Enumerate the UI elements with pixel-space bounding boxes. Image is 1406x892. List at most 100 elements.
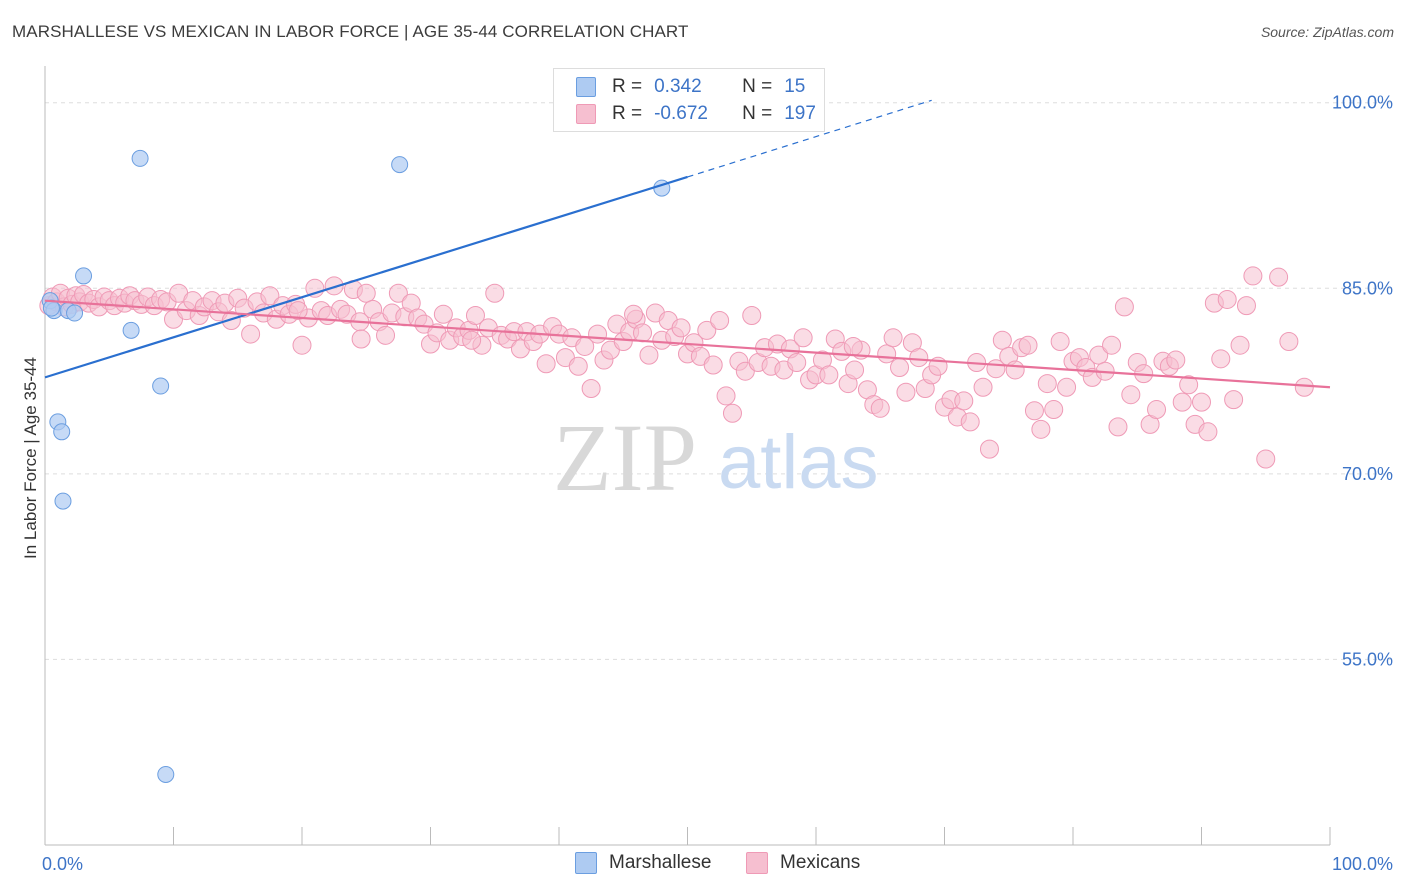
watermark: ZIP atlas — [553, 404, 879, 511]
r-label: R = — [612, 76, 643, 97]
x-tick-label: 0.0% — [42, 854, 83, 874]
mexicans-point — [979, 439, 999, 459]
mexicans-point — [1236, 296, 1256, 316]
mexicans-point — [722, 403, 742, 423]
mexicans-point — [909, 348, 929, 368]
mexicans-point — [588, 324, 608, 344]
mexicans-point — [288, 301, 308, 321]
mexicans-point — [324, 276, 344, 296]
mexicans-point — [1114, 297, 1134, 317]
marshallese-swatch — [576, 77, 596, 97]
chart-title: MARSHALLESE VS MEXICAN IN LABOR FORCE | … — [12, 22, 689, 41]
mexicans-point — [1230, 335, 1250, 355]
axes — [44, 66, 1331, 846]
mexicans-point — [883, 328, 903, 348]
trend-lines — [44, 99, 1331, 389]
mexicans-point — [388, 283, 408, 303]
mexicans-point — [793, 328, 813, 348]
marshallese-point — [157, 765, 175, 783]
marshallese-point — [53, 423, 71, 441]
legend-row-marshallese: R = 0.342 N = 15 — [576, 74, 805, 100]
mexicans-point — [241, 324, 261, 344]
mexicans-point — [1224, 390, 1244, 410]
marshallese-point — [75, 267, 93, 285]
y-tick-label: 55.0% — [1342, 649, 1393, 669]
mexicans-point — [356, 283, 376, 303]
mexicans-legend-swatch — [746, 852, 768, 874]
mexicans-point — [485, 283, 505, 303]
mexicans-point — [710, 310, 730, 330]
mexicans-point — [703, 355, 723, 375]
mexicans-point — [536, 354, 556, 374]
n-value: 197 — [784, 103, 816, 124]
mexicans-point — [1050, 332, 1070, 352]
mexicans-point — [633, 323, 653, 343]
mexicans-point — [568, 356, 588, 376]
mexicans-point — [465, 306, 485, 326]
mexicans-legend-label: Mexicans — [780, 852, 861, 873]
mexicans-point — [1279, 332, 1299, 352]
mexicans-point — [221, 310, 241, 330]
mexicans-trend-line — [44, 299, 1331, 389]
legend-row-mexicans: R = -0.672 N = 197 — [576, 101, 816, 127]
mexicans-point — [624, 304, 644, 324]
mexicans-point — [890, 357, 910, 377]
mexicans-point — [1005, 360, 1025, 380]
mexicans-point — [1121, 385, 1141, 405]
mexicans-point — [742, 306, 762, 326]
mexicans-point — [1057, 377, 1077, 397]
mexicans-point — [1211, 349, 1231, 369]
mexicans-point — [1294, 377, 1314, 397]
mexicans-point — [1269, 267, 1289, 287]
mexicans-point — [1172, 392, 1192, 412]
n-value: 15 — [784, 76, 806, 97]
mexicans-point — [376, 325, 396, 345]
mexicans-point — [896, 382, 916, 402]
source-label: Source: ZipAtlas.com — [1260, 24, 1394, 40]
mexicans-point — [992, 330, 1012, 350]
y-tick-label: 70.0% — [1342, 464, 1393, 484]
mexicans-point — [1166, 350, 1186, 370]
n-label: N = — [742, 76, 773, 97]
mexicans-point — [1037, 374, 1057, 394]
mexicans-swatch — [576, 104, 596, 124]
r-label: R = — [612, 103, 643, 124]
mexicans-point — [292, 335, 312, 355]
marshallese-point — [391, 156, 409, 174]
marshallese-point — [66, 304, 84, 322]
mexicans-point — [716, 386, 736, 406]
bottom-legend-marshallese: Marshallese — [575, 852, 711, 874]
mexicans-point — [697, 320, 717, 340]
mexicans-point — [843, 336, 863, 356]
y-tick-label: 85.0% — [1342, 278, 1393, 298]
x-tick-label: 100.0% — [1332, 854, 1393, 874]
mexicans-point — [1217, 289, 1237, 309]
watermark-atlas: atlas — [718, 420, 879, 505]
mexicans-point — [1031, 419, 1051, 439]
watermark-zip: ZIP — [553, 404, 697, 511]
correlation-legend: R = 0.342 N = 15 R = -0.672 N = 197 — [553, 68, 825, 132]
mexicans-point — [954, 391, 974, 411]
mexicans-point — [960, 412, 980, 432]
marshallese-point — [131, 149, 149, 167]
mexicans-point — [1102, 335, 1122, 355]
mexicans-point — [462, 330, 482, 350]
mexicans-point — [1018, 335, 1038, 355]
mexicans-point — [351, 329, 371, 349]
mexicans-point — [260, 286, 280, 306]
y-tick-label: 100.0% — [1332, 93, 1393, 113]
mexicans-point — [1044, 400, 1064, 420]
mexicans-point — [1243, 266, 1263, 286]
marshallese-legend-label: Marshallese — [609, 852, 712, 873]
mexicans-point — [787, 353, 807, 373]
mexicans-point — [845, 360, 865, 380]
mexicans-point — [433, 304, 453, 324]
mexicans-point — [1024, 401, 1044, 421]
mexicans-point — [973, 377, 993, 397]
n-label: N = — [742, 103, 773, 124]
mexicans-point — [1179, 375, 1199, 395]
marshallese-point — [54, 492, 72, 510]
marshallese-trend-line — [44, 175, 688, 379]
mexicans-point — [1147, 400, 1167, 420]
marshallese-points — [41, 149, 671, 783]
